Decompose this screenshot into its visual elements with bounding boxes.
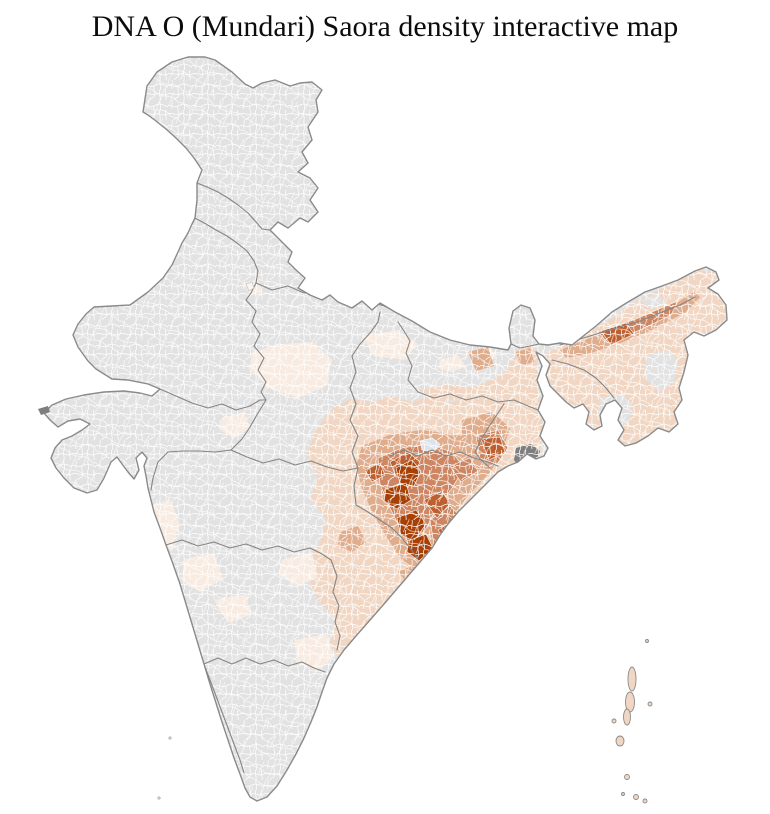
page-title: DNA O (Mundari) Saora density interactiv… <box>91 10 679 43</box>
island-north-andaman[interactable] <box>627 666 637 692</box>
state-borders <box>150 182 696 774</box>
island-nicobar-a[interactable] <box>633 794 639 800</box>
island-nicobar-b[interactable] <box>642 798 648 804</box>
island-nicobar-c[interactable] <box>621 792 625 796</box>
andaman-nicobar-islands[interactable] <box>611 639 653 804</box>
island-south-andaman[interactable] <box>623 708 631 726</box>
island-east[interactable] <box>647 701 653 707</box>
kutch-excluded-speck <box>38 406 50 415</box>
lakshadweep-speck-a[interactable] <box>168 736 172 740</box>
lakshadweep-islands[interactable] <box>157 736 172 800</box>
lakshadweep-speck-b[interactable] <box>157 796 161 800</box>
india-outline <box>43 56 728 802</box>
island-little-andaman[interactable] <box>615 735 625 747</box>
island-speck[interactable] <box>645 639 649 643</box>
delhi-cell[interactable] <box>245 281 255 292</box>
island-west[interactable] <box>611 718 617 724</box>
island-car-nicobar[interactable] <box>624 774 630 780</box>
